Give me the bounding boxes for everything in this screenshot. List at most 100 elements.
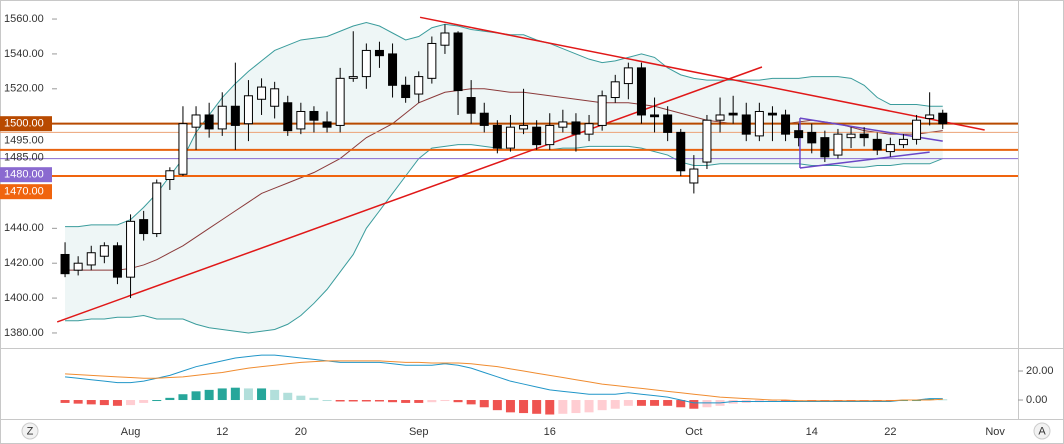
candle-body	[650, 114, 660, 118]
macd-histogram-bar	[270, 389, 280, 401]
candle-body	[217, 105, 227, 130]
band-line	[65, 88, 943, 271]
macd-histogram-bar	[217, 388, 227, 401]
candle-body	[505, 126, 515, 149]
candle-body	[702, 119, 712, 163]
macd-histogram-bar	[178, 394, 188, 401]
macd-histogram-bar	[781, 400, 791, 402]
candle-body	[938, 112, 948, 125]
level-label: 1500.00	[4, 118, 44, 130]
macd-line	[65, 360, 943, 402]
macd-histogram-bar	[532, 400, 542, 414]
macd-histogram-bar	[519, 400, 529, 414]
candle-body	[73, 262, 83, 271]
y2-tick-label: 0.00	[1026, 394, 1047, 406]
macd-histogram-bar	[204, 389, 214, 401]
macd-histogram-bar	[663, 400, 673, 406]
candle-body	[191, 114, 201, 128]
x-tick-label: Aug	[121, 426, 141, 438]
macd-histogram-bar	[545, 400, 555, 415]
x-tick-label: 12	[216, 426, 228, 438]
macd-histogram-bar	[702, 400, 712, 408]
candle-body	[440, 32, 450, 46]
candle-body	[361, 49, 371, 78]
candle-body	[859, 133, 869, 139]
macd-histogram-bar	[374, 400, 384, 402]
macd-histogram-bar	[283, 392, 293, 401]
x-tick-label: 16	[544, 426, 556, 438]
candle-body	[165, 170, 175, 180]
y2-tick-label: 20.00	[1026, 365, 1054, 377]
candle-body	[885, 144, 895, 153]
corner-button-label[interactable]: Z	[27, 425, 34, 437]
macd-histogram-bar	[230, 387, 240, 401]
candle-body	[453, 32, 463, 92]
macd-histogram-bar	[309, 397, 319, 401]
candle-body	[741, 114, 751, 135]
macd-histogram-bar	[440, 400, 450, 402]
y-tick-label: 1420.00	[4, 257, 44, 269]
candle-body	[715, 114, 725, 121]
macd-histogram-bar	[610, 400, 620, 409]
candle-body	[807, 131, 817, 144]
y-tick-label: 1540.00	[4, 48, 44, 60]
level-label: 1495.00	[4, 135, 44, 147]
candle-body	[414, 76, 424, 95]
candle-body	[872, 138, 882, 151]
macd-histogram-bar	[361, 400, 371, 402]
macd-histogram-bar	[650, 400, 660, 406]
corner-button[interactable]	[1033, 422, 1051, 440]
macd-histogram-bar	[584, 400, 594, 413]
candle-body	[767, 112, 777, 116]
corner-button-label[interactable]: A	[1038, 425, 1046, 437]
level-label-box	[0, 116, 52, 132]
x-tick-label: 14	[806, 426, 818, 438]
candle-body	[545, 124, 555, 146]
macd-histogram-bar	[126, 400, 136, 406]
candle-body	[335, 77, 345, 126]
y-tick-label: 1440.00	[4, 222, 44, 234]
candle-body	[479, 112, 489, 126]
macd-histogram-bar	[571, 400, 581, 414]
level-label: 1485.00	[4, 152, 44, 164]
macd-line	[64, 354, 943, 404]
macd-histogram-bar	[479, 400, 489, 408]
macd-histogram-bar	[767, 400, 777, 402]
candle-body	[466, 97, 476, 114]
candle-body	[427, 42, 437, 79]
candle-body	[925, 114, 935, 119]
y-tick-label: 1400.00	[4, 292, 44, 304]
candle-body	[689, 168, 699, 184]
candle-body	[492, 124, 502, 149]
candle-body	[139, 219, 149, 235]
macd-histogram-bar	[597, 400, 607, 411]
candle-body	[912, 119, 922, 140]
macd-histogram-bar	[86, 400, 96, 405]
macd-histogram-bar	[558, 400, 568, 414]
macd-histogram-bar	[348, 400, 358, 402]
trend-line	[799, 151, 930, 169]
candle-body	[243, 95, 253, 125]
macd-histogram-bar	[427, 400, 437, 403]
candle-body	[270, 88, 280, 107]
macd-histogram-bar	[388, 400, 398, 403]
candle-body	[388, 53, 398, 86]
macd-histogram-bar	[401, 400, 411, 403]
candle-body	[374, 49, 384, 57]
candle-body	[519, 124, 529, 130]
x-tick-label: 22	[884, 426, 896, 438]
candle-body	[636, 67, 646, 116]
candle-body	[178, 123, 188, 175]
corner-button[interactable]	[21, 422, 39, 440]
candle-body	[558, 121, 568, 128]
macd-histogram-bar	[152, 400, 162, 402]
candle-body	[112, 245, 122, 278]
macd-histogram-bar	[492, 400, 502, 411]
candle-body	[898, 138, 908, 146]
candle-body	[204, 114, 214, 130]
macd-histogram-bar	[689, 400, 699, 409]
candle-body	[296, 110, 306, 130]
macd-histogram-bar	[296, 395, 306, 401]
candle-body	[126, 220, 136, 278]
